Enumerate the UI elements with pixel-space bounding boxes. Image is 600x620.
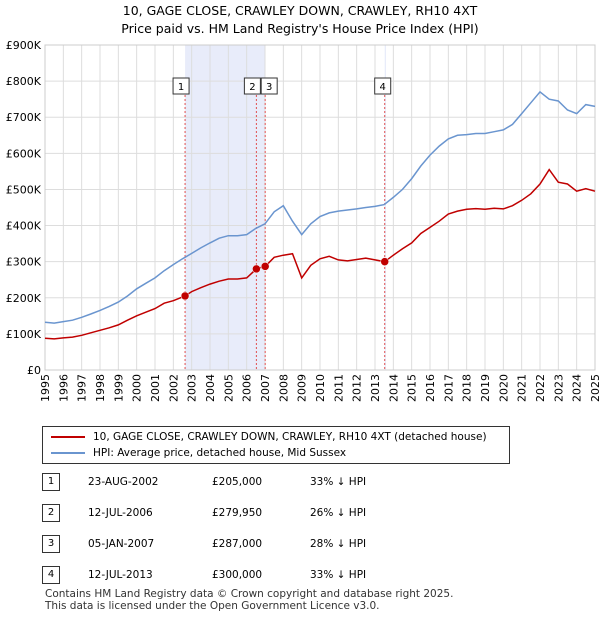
transaction-number: 2	[42, 504, 60, 522]
sale-label-box-4	[374, 77, 392, 95]
y-tick-label: £100K	[6, 328, 42, 341]
sale-point-3	[260, 262, 270, 271]
chart-subtitle: Price paid vs. HM Land Registry's House …	[121, 21, 479, 36]
sale-label-3: 3	[266, 82, 272, 93]
transaction-price: £205,000	[212, 476, 263, 488]
x-tick-label: 2000	[131, 374, 144, 402]
shaded-period-2	[384, 45, 386, 370]
y-tick-label: £900K	[6, 39, 42, 52]
x-tick-label: 2021	[516, 374, 529, 402]
legend-line-hpi	[51, 452, 85, 454]
x-tick-label: 1997	[76, 374, 89, 402]
x-tick-label: 2025	[589, 374, 600, 402]
sale-label-2: 2	[249, 82, 255, 93]
x-tick-label: 1999	[112, 374, 125, 402]
legend-label-hpi: HPI: Average price, detached house, Mid …	[93, 447, 347, 459]
y-tick-label: £600K	[6, 147, 42, 160]
shaded-period-1	[185, 45, 266, 370]
transaction-date: 12-JUL-2013	[88, 569, 153, 581]
transaction-number: 4	[42, 566, 60, 584]
y-tick-label: £800K	[6, 75, 42, 88]
series-line-hpi	[44, 90, 596, 324]
plot-frame	[44, 44, 596, 371]
legend-item-property: 10, GAGE CLOSE, CRAWLEY DOWN, CRAWLEY, R…	[51, 429, 487, 445]
y-tick-label: £0	[27, 364, 41, 377]
legend-line-property	[51, 436, 85, 438]
sale-point-2	[252, 264, 261, 274]
x-tick-label: 2009	[296, 374, 309, 402]
transaction-date: 12-JUL-2006	[88, 507, 153, 519]
x-tick-label: 2022	[534, 374, 547, 402]
transaction-row: 3 05-JAN-2007 £287,000 28% ↓ HPI	[42, 534, 562, 554]
x-tick-label: 2023	[552, 374, 565, 402]
x-tick-label: 2014	[387, 374, 400, 402]
x-tick-label: 2004	[204, 374, 217, 402]
x-tick-label: 2007	[259, 374, 272, 402]
transaction-hpi-diff: 28% ↓ HPI	[310, 538, 367, 550]
x-tick-label: 2003	[186, 374, 199, 402]
chart-title-address: 10, GAGE CLOSE, CRAWLEY DOWN, CRAWLEY, R…	[122, 3, 478, 18]
y-tick-label: £500K	[6, 183, 42, 196]
sale-label-4: 4	[380, 82, 386, 93]
transaction-row: 2 12-JUL-2006 £279,950 26% ↓ HPI	[42, 503, 562, 523]
x-tick-label: 2013	[369, 374, 382, 402]
transaction-price: £279,950	[212, 507, 263, 519]
sale-label-1: 1	[178, 82, 184, 93]
sale-label-box-1	[172, 77, 190, 95]
sale-label-box-2	[243, 77, 261, 95]
footer-licence: This data is licensed under the Open Gov…	[45, 600, 380, 612]
series-line-property	[44, 168, 596, 340]
x-tick-label: 2017	[442, 374, 455, 402]
transaction-date: 05-JAN-2007	[88, 538, 155, 550]
transaction-number: 1	[42, 473, 60, 491]
x-tick-label: 2006	[241, 374, 254, 402]
transaction-price: £287,000	[212, 538, 263, 550]
x-tick-label: 2015	[406, 374, 419, 402]
transaction-hpi-diff: 26% ↓ HPI	[310, 507, 367, 519]
x-tick-label: 2016	[424, 374, 437, 402]
x-tick-label: 2010	[314, 374, 327, 402]
x-tick-label: 1995	[39, 374, 52, 402]
chart-legend: 10, GAGE CLOSE, CRAWLEY DOWN, CRAWLEY, R…	[42, 426, 510, 464]
transaction-hpi-diff: 33% ↓ HPI	[310, 569, 367, 581]
price-chart: £0 £100K £200K £300K £400K £500K £600K £700K £80…	[6, 39, 600, 402]
transaction-row: 1 23-AUG-2002 £205,000 33% ↓ HPI	[42, 472, 562, 492]
y-tick-label: £300K	[6, 256, 42, 269]
x-tick-label: 1998	[94, 374, 107, 402]
x-tick-label: 1996	[57, 374, 70, 402]
y-tick-label: £700K	[6, 111, 42, 124]
x-tick-label: 2018	[461, 374, 474, 402]
transaction-hpi-diff: 33% ↓ HPI	[310, 476, 367, 488]
x-tick-label: 2024	[571, 374, 584, 402]
transaction-number: 3	[42, 535, 60, 553]
x-tick-label: 2019	[479, 374, 492, 402]
x-tick-label: 2001	[149, 374, 162, 402]
sale-point-1	[180, 291, 190, 301]
x-tick-label: 2002	[167, 374, 180, 402]
x-tick-label: 2005	[222, 374, 235, 402]
x-tick-label: 2020	[497, 374, 510, 402]
sale-label-box-3	[260, 77, 278, 95]
y-tick-label: £200K	[6, 292, 42, 305]
sale-point-4	[380, 257, 389, 266]
x-tick-label: 2012	[351, 374, 364, 402]
x-tick-label: 2008	[277, 374, 290, 402]
transaction-price: £300,000	[212, 569, 263, 581]
transaction-row: 4 12-JUL-2013 £300,000 33% ↓ HPI	[42, 565, 562, 585]
x-tick-label: 2011	[332, 374, 345, 402]
legend-label-property: 10, GAGE CLOSE, CRAWLEY DOWN, CRAWLEY, R…	[93, 431, 487, 443]
y-tick-label: £400K	[6, 220, 42, 233]
transaction-date: 23-AUG-2002	[88, 476, 159, 488]
legend-item-hpi: HPI: Average price, detached house, Mid …	[51, 445, 346, 461]
footer-copyright: Contains HM Land Registry data © Crown c…	[45, 588, 454, 600]
